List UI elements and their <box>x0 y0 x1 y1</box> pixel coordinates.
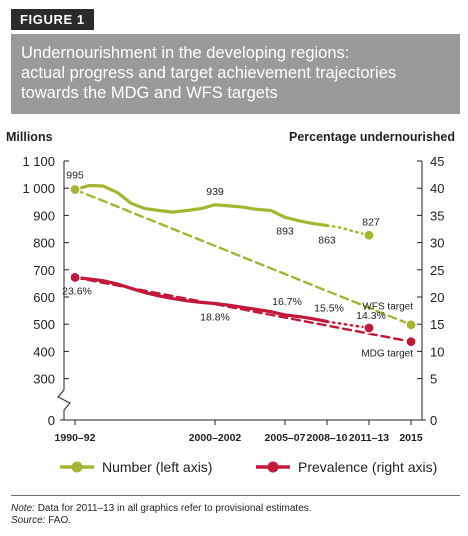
data-label: 939 <box>206 186 224 198</box>
data-label: 16.7% <box>272 296 302 308</box>
data-label: 15.5% <box>314 302 344 314</box>
left-axis-break <box>57 389 71 420</box>
right-tick-label: 45 <box>430 154 444 169</box>
legend-swatch-marker <box>71 461 83 473</box>
data-point-marker <box>69 183 81 196</box>
figure-label: FIGURE 1 <box>11 9 94 30</box>
data-label: 995 <box>66 170 84 182</box>
left-tick-label: 400 <box>33 344 55 359</box>
series-line <box>325 224 371 237</box>
data-point-marker <box>405 319 417 331</box>
data-point-marker <box>69 271 81 284</box>
source-text: FAO. <box>48 515 72 526</box>
left-tick-label: 1 000 <box>22 181 55 196</box>
title-band: Undernourishment in the developing regio… <box>11 34 460 114</box>
chart-title: Undernourishment in the developing regio… <box>21 44 397 102</box>
data-label: 863 <box>318 234 336 246</box>
right-tick-label: 15 <box>430 317 444 332</box>
x-tick-label: 2005–07 <box>265 432 306 444</box>
x-tick-label: 2000–2002 <box>189 432 242 444</box>
x-tick-label: 1990–92 <box>55 432 96 444</box>
data-label: 18.8% <box>200 312 230 324</box>
data-label: 14.3% <box>356 310 386 322</box>
source-line: Source: FAO. <box>11 515 312 527</box>
legend-label: Number (left axis) <box>102 459 212 475</box>
data-label: 893 <box>276 225 294 237</box>
source-label: Source: <box>11 515 46 526</box>
x-tick-label: 2011–13 <box>349 432 389 444</box>
target-label: MDG target <box>361 349 413 360</box>
right-tick-label: 5 <box>430 372 437 387</box>
series-line <box>73 183 329 228</box>
right-tick-label: 20 <box>430 290 444 305</box>
series-line <box>73 275 329 324</box>
left-tick-label: 300 <box>33 372 55 387</box>
series-line <box>73 188 413 326</box>
chart: Millions Percentage undernourished 1 100 1 … <box>6 130 455 475</box>
data-point-marker <box>363 229 375 241</box>
series-line <box>325 320 371 330</box>
left-tick-label: 600 <box>33 290 55 305</box>
series-line <box>73 276 413 343</box>
footer-rule <box>11 495 460 496</box>
left-tick-label: 700 <box>33 263 55 278</box>
right-tick-label: 40 <box>430 181 444 196</box>
legend-swatch-marker <box>267 461 279 473</box>
note-line: Note: Data for 2011–13 in all graphics r… <box>11 503 312 515</box>
right-tick-label: 10 <box>430 344 444 359</box>
data-point-marker <box>363 322 375 334</box>
note-label: Note: <box>11 503 35 514</box>
right-tick-label: 0 <box>430 413 437 428</box>
legend-label: Prevalence (right axis) <box>298 459 437 475</box>
left-tick-label: 1 100 <box>22 154 55 169</box>
left-tick-label: 0 <box>48 413 55 428</box>
right-axis-title: Percentage undernourished <box>289 130 455 144</box>
left-tick-label: 900 <box>33 208 55 223</box>
right-tick-label: 25 <box>430 263 444 278</box>
x-tick-label: 2015 <box>399 432 423 444</box>
data-label: 827 <box>362 216 380 228</box>
data-label: 23.6% <box>62 285 92 297</box>
note-text: Data for 2011–13 in all graphics refer t… <box>37 503 312 514</box>
left-axis-title: Millions <box>6 130 53 144</box>
x-tick-label: 2008–10 <box>307 432 348 444</box>
right-tick-label: 35 <box>430 208 444 223</box>
data-point-marker <box>405 336 417 348</box>
target-label: WFS target <box>362 302 413 313</box>
left-tick-label: 800 <box>33 236 55 251</box>
footnote: Note: Data for 2011–13 in all graphics r… <box>11 503 312 527</box>
right-tick-label: 30 <box>430 236 444 251</box>
left-tick-label: 500 <box>33 317 55 332</box>
